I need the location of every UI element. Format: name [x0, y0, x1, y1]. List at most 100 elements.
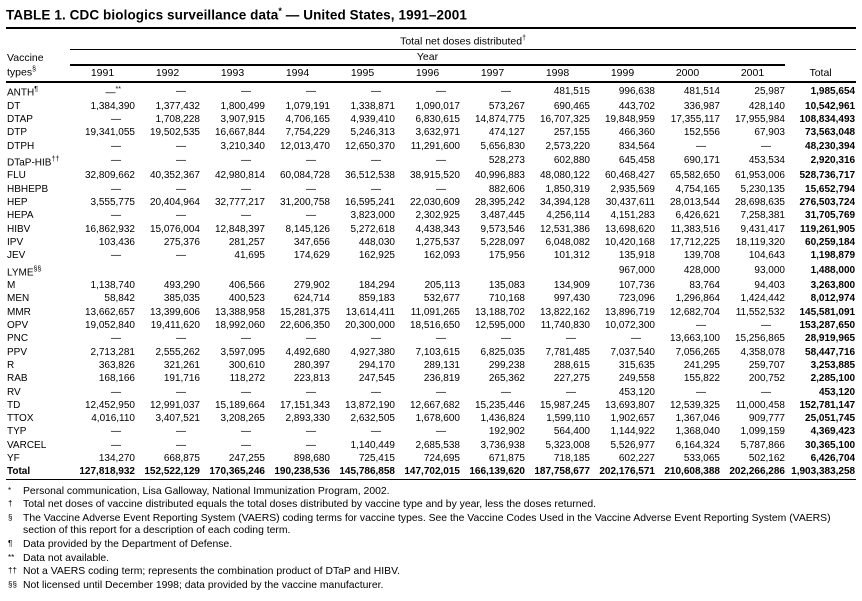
cell: 36,512,538: [344, 170, 395, 182]
cell: 40,352,367: [149, 170, 200, 182]
row-label: HEP: [7, 197, 28, 209]
table-row-dtap: DTAP — 1,708,228 3,907,915 4,706,165 4,939,41…: [6, 113, 856, 126]
group-header-row: Vaccine types§ Total net doses distribute…: [6, 32, 857, 83]
cell: 13,662,657: [84, 306, 135, 318]
cell: 3,597,095: [220, 346, 266, 358]
cell: 16,707,325: [539, 113, 590, 125]
cell: 1,985,654: [810, 85, 856, 97]
row-label: Total: [6, 465, 70, 480]
cell: —: [436, 426, 446, 438]
cell: 2,632,505: [350, 413, 396, 425]
footnote: †† Not a VAERS coding term; represents th…: [6, 566, 856, 579]
cell: 453,120: [818, 386, 856, 398]
cell: 93,000: [754, 265, 785, 277]
cell: 668,875: [163, 453, 200, 464]
cell: 162,093: [423, 250, 460, 262]
row-label: VARCEL: [7, 439, 47, 451]
table-row-pnc: PNC — — — — — — — — — 13,663,100 15,256,865 28,919,9…: [6, 332, 856, 345]
cell: —: [111, 155, 121, 167]
row-footnote-marker: §§: [33, 265, 42, 273]
cell: —: [631, 333, 641, 345]
footnote-text: Not licensed until December 1998; data p…: [23, 579, 384, 591]
table-row-m: M 1,138,740 493,290 406,566 279,902 184,294 20…: [6, 279, 856, 292]
cell: —: [176, 155, 186, 167]
cell: 13,399,606: [149, 306, 200, 318]
cell: 718,185: [553, 453, 590, 464]
cell: 4,256,114: [546, 210, 590, 222]
cell: 8,012,974: [810, 293, 856, 305]
cell: —: [306, 155, 316, 167]
cell: 1,368,040: [675, 426, 721, 438]
cell: 2,713,281: [90, 346, 136, 358]
cell: 223,813: [293, 373, 330, 385]
cell: 4,358,078: [740, 346, 786, 358]
year-header: Year: [70, 49, 785, 66]
column-header-1997: 1997: [460, 65, 525, 83]
footnote-marker: **: [8, 552, 15, 562]
cell: 7,056,265: [675, 346, 721, 358]
cell: 12,013,470: [279, 140, 330, 152]
cell: 83,764: [689, 280, 720, 292]
cell: —: [761, 386, 771, 398]
footnote-marker: †: [8, 499, 13, 509]
cell: —: [566, 386, 576, 398]
cell: 299,238: [488, 359, 525, 371]
cell: 1,296,864: [675, 293, 721, 305]
table-row-dtap-hib: DTaP-HIB†† — — — — — — 528,273 602,880 645,458 690…: [6, 153, 856, 170]
cell: 12,452,950: [84, 399, 135, 411]
cell: 564,400: [553, 426, 590, 438]
cell: 12,539,325: [669, 399, 720, 411]
cell: 18,516,650: [409, 320, 460, 332]
cell: [265, 263, 330, 280]
footnote: §§ Not licensed until December 1998; data…: [6, 580, 856, 593]
cell: 493,290: [163, 280, 200, 292]
cell: 5,526,977: [610, 439, 656, 451]
cell: 645,458: [618, 155, 655, 167]
row-label: ANTH¶: [7, 86, 38, 99]
cell: 22,606,350: [279, 320, 330, 332]
cell: 200,752: [748, 373, 785, 385]
cell: 5,656,830: [480, 140, 526, 152]
cell: 321,261: [163, 359, 200, 371]
cell: 15,235,446: [474, 399, 525, 411]
cell: —: [111, 439, 121, 451]
cell: 118,272: [229, 373, 265, 385]
row-label: TD: [7, 399, 21, 411]
cell: 19,502,535: [149, 127, 200, 139]
cell: 30,437,611: [605, 197, 655, 209]
table-row-anth: ANTH¶ —** — — — — — — 481,515 996,638 481,514 25,98…: [6, 82, 856, 100]
cell: —: [176, 140, 186, 152]
footnote-text: Personal communication, Lisa Galloway, N…: [23, 485, 390, 497]
cell: 5,230,135: [740, 183, 786, 195]
column-header-1999: 1999: [590, 65, 655, 83]
cell: 1,198,879: [810, 250, 856, 262]
cell: —: [501, 386, 511, 398]
cell: 1,140,449: [350, 439, 396, 451]
cell: 448,030: [358, 236, 395, 248]
row-footnote-marker: ¶: [34, 86, 38, 93]
cell: —: [111, 426, 121, 438]
cell: 3,823,000: [350, 210, 396, 222]
cell: 280,397: [293, 359, 330, 371]
cell: 573,267: [488, 100, 525, 112]
cell: —: [371, 85, 381, 97]
cell: 134,270: [98, 453, 135, 464]
cell: 202,176,571: [590, 465, 655, 480]
cell: 4,016,110: [91, 413, 135, 425]
footnote-marker: §§: [8, 579, 17, 589]
cell: 289,131: [423, 359, 460, 371]
cell: 481,515: [553, 85, 590, 97]
cell: 202,266,286: [720, 465, 785, 480]
table-row-flu: FLU 32,809,662 40,352,367 42,980,814 60,084,…: [6, 169, 856, 182]
footnote-marker: §: [8, 512, 13, 522]
cell: 134,909: [553, 280, 590, 292]
cell: 28,013,544: [669, 197, 720, 209]
table-row-hep: HEP 3,555,775 20,404,964 32,777,217 31,200,7…: [6, 196, 856, 209]
cell: 602,880: [553, 155, 590, 167]
cell: 7,754,229: [285, 127, 331, 139]
cell: 3,253,885: [810, 359, 856, 371]
table-row-dt: DT 1,384,390 1,377,432 1,800,499 1,079,191 1,…: [6, 100, 856, 113]
cell: —: [306, 439, 316, 451]
cell: —: [436, 333, 446, 345]
table-row-lyme: LYME§§ 967,000 428,000 93,000 1,488,000: [6, 263, 856, 280]
